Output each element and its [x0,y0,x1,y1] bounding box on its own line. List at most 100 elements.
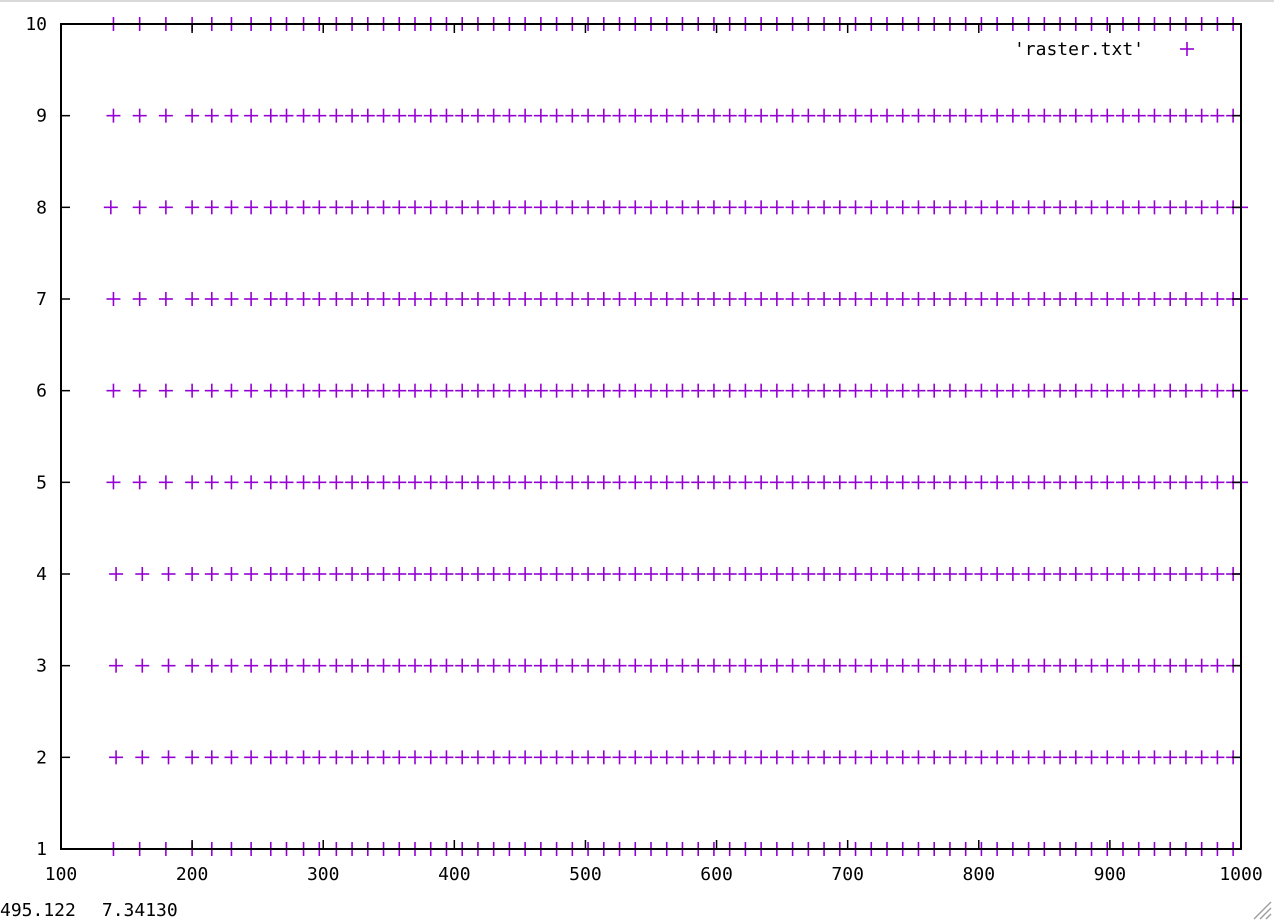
data-point [927,200,942,215]
data-point [408,475,422,490]
data-point [1084,383,1099,398]
data-point [502,658,517,673]
data-point [518,383,533,398]
data-point [581,475,596,490]
data-point [1131,750,1146,765]
data-point [455,108,470,123]
data-point [132,475,147,490]
data-point [738,475,753,490]
data-point [628,108,643,123]
data-point [754,750,769,765]
data-point [423,567,438,581]
data-point [345,658,360,673]
data-point [376,383,391,398]
data-point [880,658,894,673]
data-point [279,750,294,765]
data-point [706,200,721,215]
data-point [911,750,926,765]
legend-label: 'raster.txt' [1014,39,1144,60]
data-point [1037,383,1052,398]
legend-marker-plus-icon [1180,42,1194,56]
data-point [769,750,784,765]
data-point [1021,108,1036,123]
scatter-chart[interactable]: 100 200 300 400 500 600 700 800 900 1000 1 2 3 4 5 6 7 8… [0,0,1274,900]
data-point [848,200,863,215]
data-point [942,383,957,398]
data-point [470,108,485,123]
data-point [392,200,407,215]
data-point [135,750,150,765]
data-point [312,383,327,398]
data-point [801,475,816,490]
data-point [263,383,278,398]
data-point [439,475,454,490]
data-point [738,200,753,215]
data-point [470,658,485,673]
data-point [204,200,219,215]
data-point [470,200,485,215]
data-point [738,292,753,306]
data-point [132,292,147,306]
data-point [911,108,926,123]
data-point [675,475,690,490]
y-tick-label: 7 [36,289,47,310]
data-point [848,750,863,765]
data-point [439,750,454,765]
data-point [628,658,643,673]
data-point [1021,292,1036,306]
data-point [1194,658,1209,673]
data-point [376,658,391,673]
data-point [455,200,470,215]
data-point [360,383,375,398]
data-point [817,750,832,765]
data-point [769,292,784,306]
x-axis: 100 200 300 400 500 600 700 800 900 1000 [45,24,1263,885]
data-point [785,567,800,581]
data-point [880,200,894,215]
data-point [408,383,422,398]
data-point [659,383,674,398]
data-point [204,292,219,306]
data-point [1037,292,1052,306]
data-point [502,567,517,581]
data-point [754,567,769,581]
data-point [263,292,278,306]
data-point [927,475,942,490]
data-point [345,292,360,306]
data-point [392,383,407,398]
data-point [644,750,658,765]
data-point [279,475,294,490]
data-point [958,108,973,123]
data-point [244,750,259,765]
data-point [1100,200,1115,215]
data-point [132,383,147,398]
data-point [1210,108,1225,123]
data-point [1005,292,1020,306]
data-point [1005,108,1020,123]
data-point [612,475,627,490]
data-point [423,292,438,306]
data-point [1131,292,1146,306]
data-point [204,750,219,765]
data-point [312,108,327,123]
data-point [942,108,957,123]
data-point [408,567,422,581]
data-point [880,108,894,123]
data-point [1147,200,1162,215]
data-point [1210,475,1225,490]
resize-grip-icon[interactable] [1250,898,1272,920]
data-point [279,383,294,398]
data-point [106,292,121,306]
data-point [360,567,375,581]
data-point [612,567,627,581]
data-point [675,383,690,398]
status-bar: 495.122 7.34130 [0,899,1240,922]
data-point [244,658,259,673]
data-point [185,658,200,673]
data-point [1068,658,1083,673]
x-tick-label: 400 [438,864,471,885]
data-point [785,658,800,673]
data-point [1053,567,1068,581]
data-point [329,567,344,581]
